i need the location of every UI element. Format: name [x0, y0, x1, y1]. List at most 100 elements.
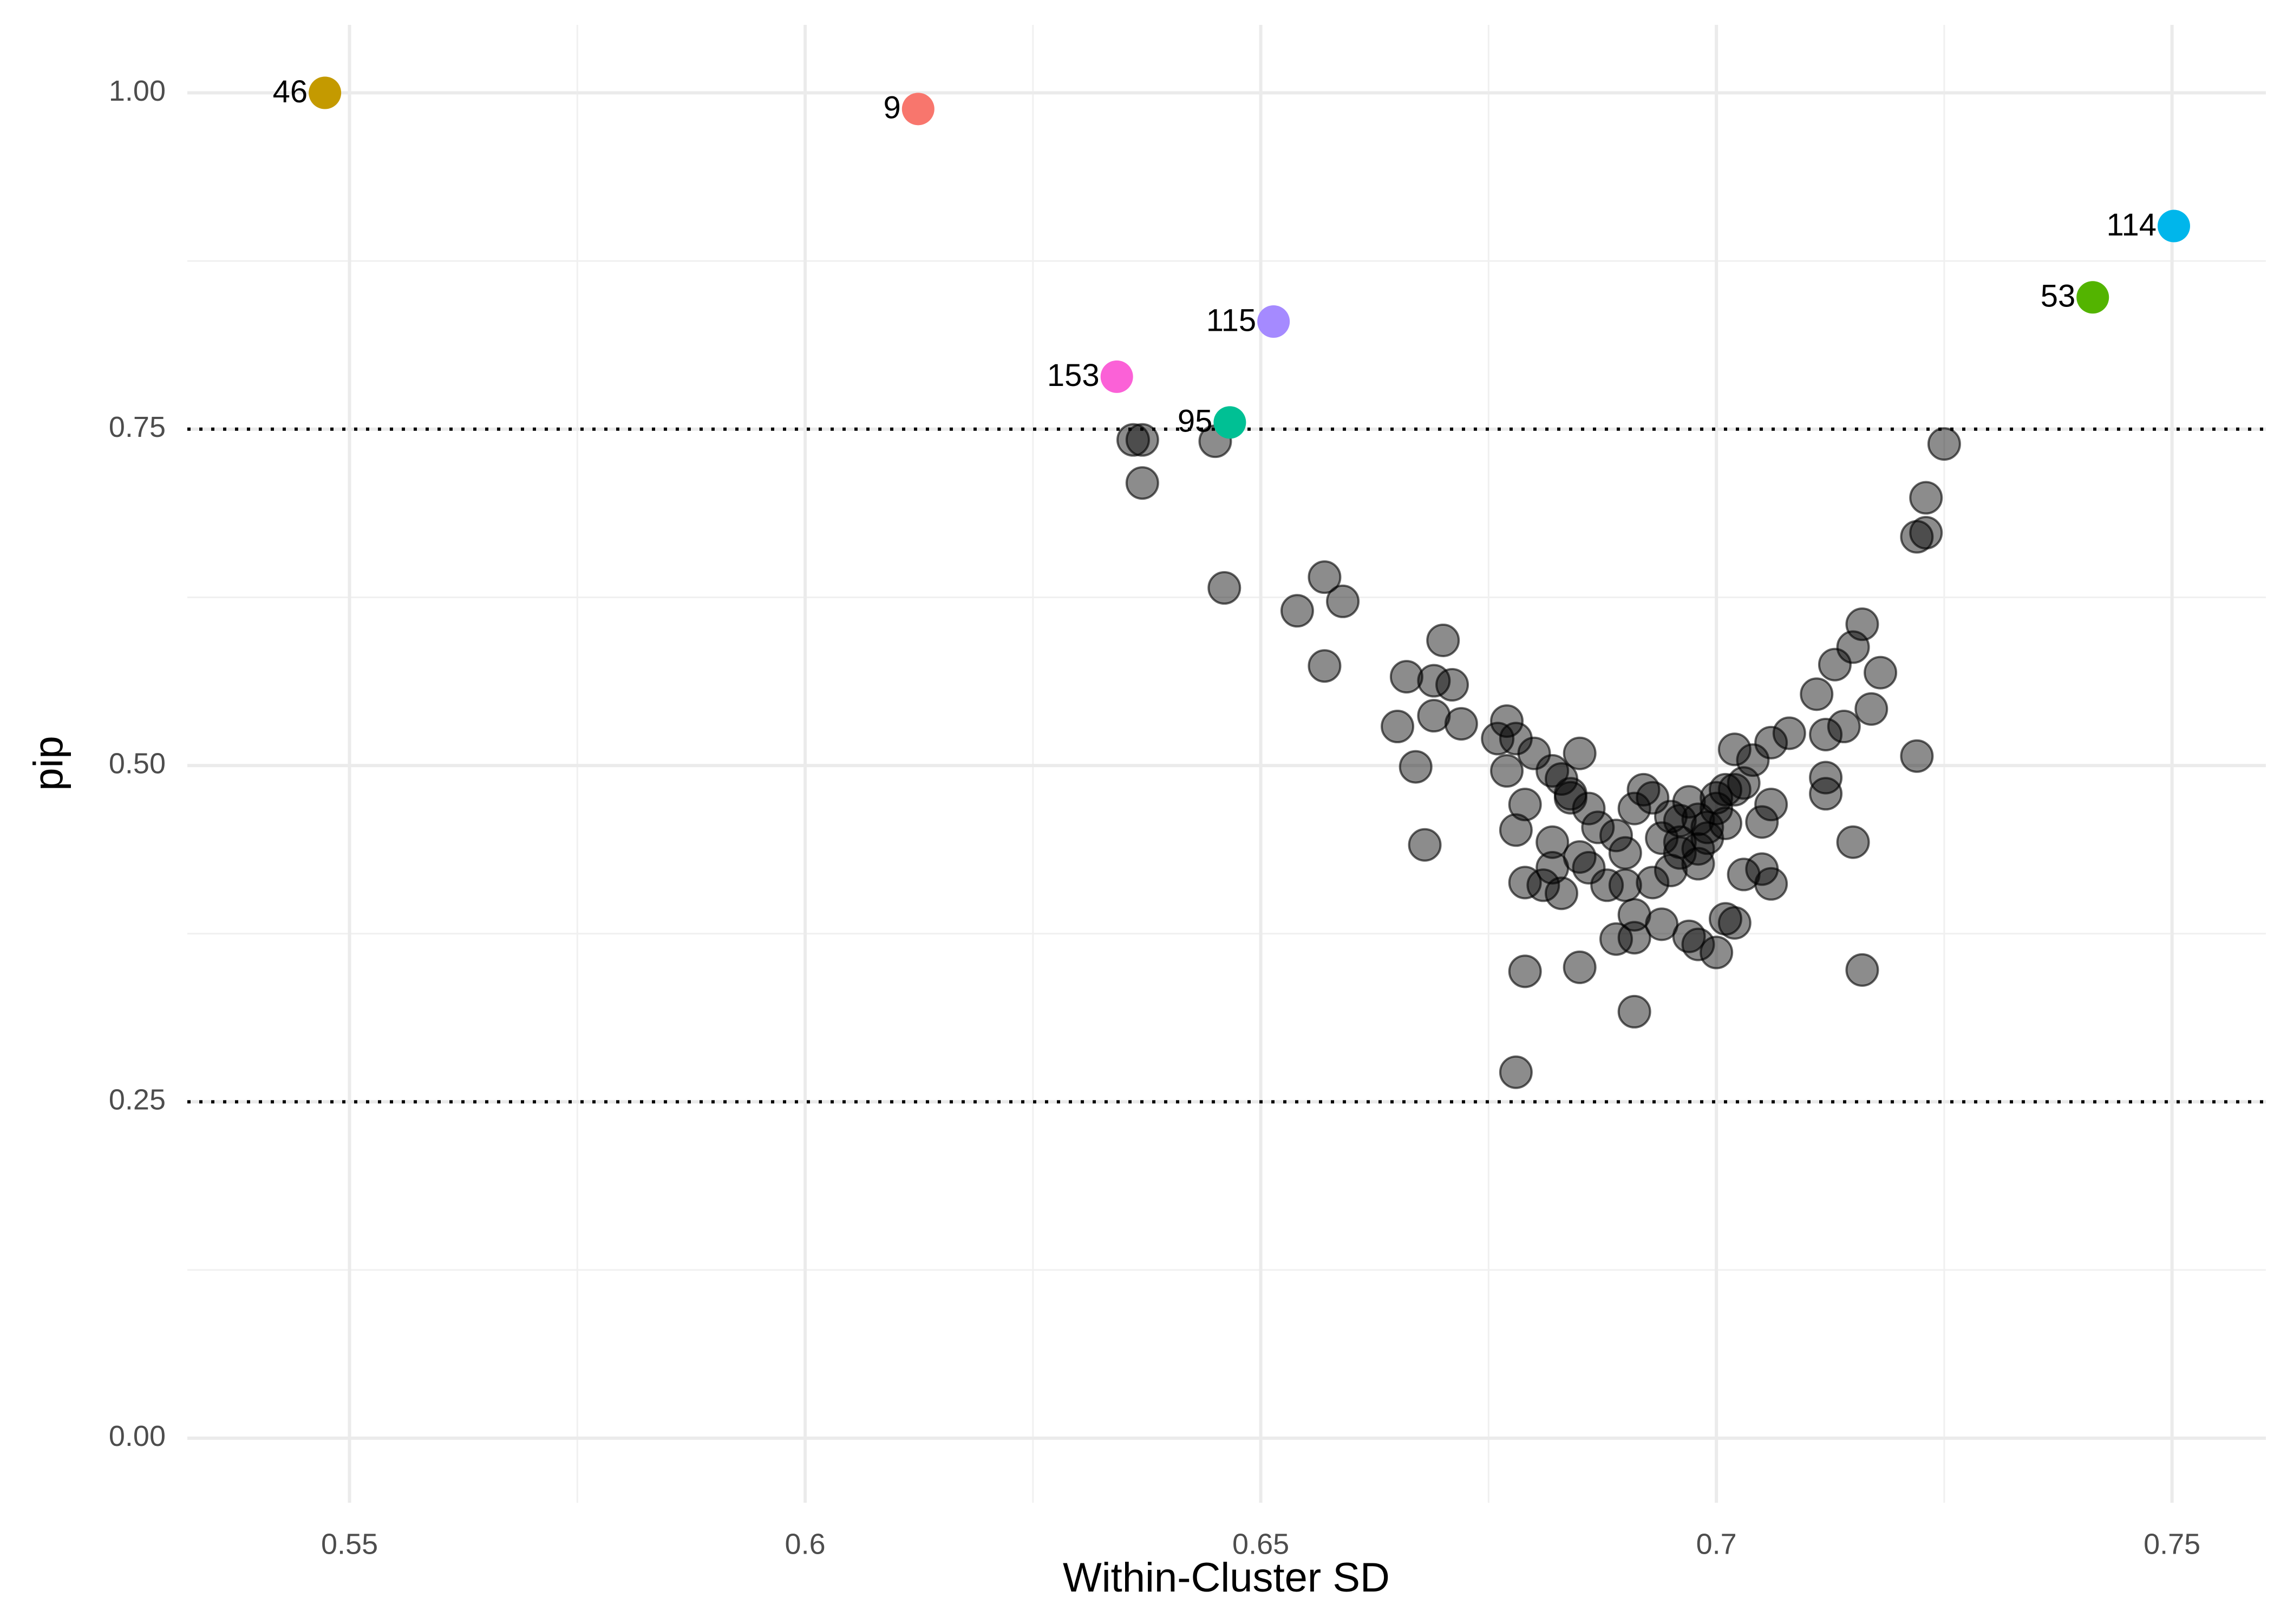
point [1508, 866, 1542, 900]
point [1717, 732, 1752, 767]
point [1599, 818, 1633, 853]
point [1280, 594, 1314, 628]
point [1426, 623, 1460, 657]
point [1708, 772, 1742, 807]
highlighted-point [309, 76, 342, 109]
point [1399, 750, 1433, 784]
point-label: 153 [1047, 358, 1100, 393]
y-tick-label: 0.50 [109, 747, 166, 780]
point [1417, 699, 1451, 733]
point [1754, 725, 1788, 759]
point [1708, 806, 1742, 840]
point [1754, 788, 1788, 822]
point [1563, 736, 1597, 770]
point [1581, 810, 1615, 844]
point [1535, 754, 1570, 788]
point [1617, 921, 1651, 955]
highlighted-point [2076, 281, 2109, 314]
point [1900, 739, 1934, 773]
x-tick-label: 0.6 [785, 1528, 826, 1560]
point [1608, 836, 1642, 870]
point [1864, 656, 1898, 690]
point [1727, 857, 1761, 892]
x-tick-label: 0.55 [321, 1528, 378, 1560]
highlighted-point [1100, 360, 1133, 393]
point [1809, 717, 1843, 751]
point [1672, 919, 1706, 953]
point [1408, 828, 1442, 862]
point [1508, 954, 1542, 988]
point [1745, 805, 1779, 839]
point [1617, 994, 1651, 1029]
point [1535, 825, 1570, 859]
point-label: 9 [884, 90, 901, 126]
point [1636, 866, 1670, 900]
point [1909, 481, 1943, 515]
point [1909, 516, 1943, 550]
y-tick-label: 0.25 [109, 1084, 166, 1116]
point [1389, 660, 1423, 694]
point [1444, 707, 1478, 741]
point [1490, 704, 1524, 738]
point [1645, 821, 1679, 855]
point [1818, 647, 1852, 682]
point [1626, 772, 1661, 807]
x-tick-label: 0.75 [2144, 1528, 2200, 1560]
point-label: 114 [2107, 207, 2157, 243]
highlighted-point [901, 93, 935, 126]
point [1308, 649, 1342, 683]
point [1617, 791, 1651, 826]
point [1772, 716, 1806, 750]
point [1827, 710, 1861, 744]
point [1125, 466, 1159, 500]
x-axis-title: Within-Cluster SD [1063, 1555, 1390, 1601]
point [1700, 935, 1734, 970]
point-label: 95 [1178, 404, 1213, 439]
point [1717, 772, 1752, 807]
point [1590, 868, 1624, 902]
point-label: 53 [2041, 279, 2076, 314]
point [1508, 788, 1542, 822]
point [1125, 423, 1159, 457]
point [1599, 922, 1633, 956]
point [1563, 950, 1597, 984]
point [1490, 754, 1524, 788]
point [1927, 427, 1961, 461]
point [1809, 777, 1843, 811]
point [1845, 953, 1879, 987]
point [1435, 667, 1469, 702]
point [1672, 785, 1706, 819]
point [1854, 692, 1889, 726]
point [1553, 781, 1587, 815]
y-tick-label: 0.00 [109, 1420, 166, 1452]
highlighted-point [1257, 305, 1290, 338]
point [1708, 902, 1742, 936]
point [1481, 722, 1515, 756]
point [1499, 722, 1533, 756]
point [1836, 630, 1870, 664]
point-label: 115 [1206, 303, 1256, 338]
point [1800, 677, 1834, 711]
point [1326, 584, 1360, 618]
point [1681, 802, 1715, 836]
x-tick-label: 0.65 [1232, 1528, 1289, 1560]
point [1381, 710, 1415, 744]
x-tick-label: 0.7 [1696, 1528, 1737, 1560]
point [1836, 825, 1870, 859]
point-label: 46 [273, 74, 308, 109]
point [1116, 423, 1150, 457]
y-tick-label: 0.75 [109, 411, 166, 443]
point [1681, 847, 1715, 881]
point [1207, 571, 1241, 605]
y-tick-label: 1.00 [109, 75, 166, 107]
point [1545, 876, 1579, 911]
highlighted-point [1213, 406, 1246, 439]
y-axis-title: pip [25, 736, 71, 790]
point [1535, 850, 1570, 885]
point [1308, 560, 1342, 594]
highlighted-point [2158, 209, 2191, 243]
point [1499, 1055, 1533, 1089]
point [1572, 850, 1606, 885]
